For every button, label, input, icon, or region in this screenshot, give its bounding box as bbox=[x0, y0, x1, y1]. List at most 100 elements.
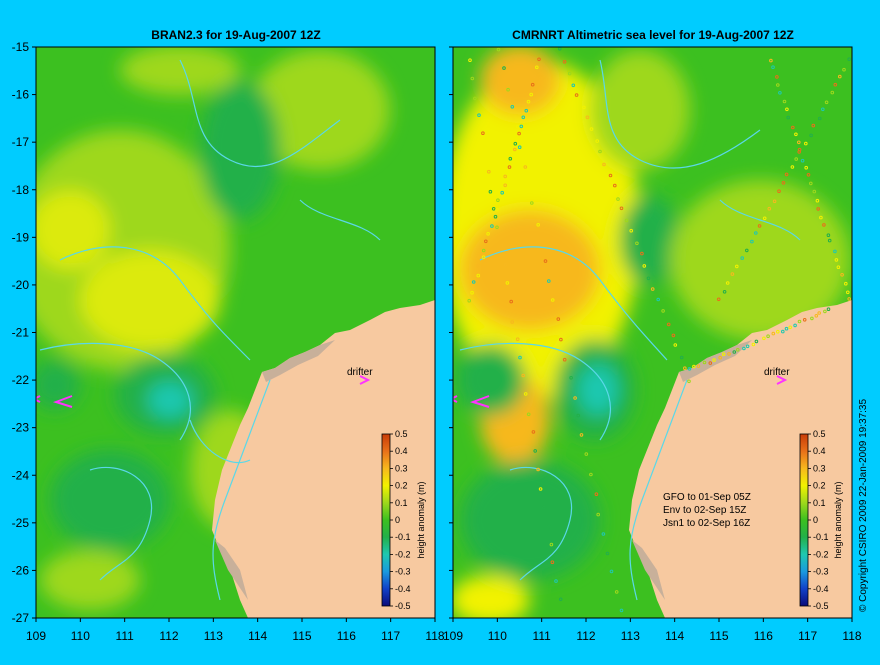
lon-tick-label: 112 bbox=[159, 629, 178, 643]
observation-dot bbox=[722, 290, 727, 294]
observation-dot bbox=[656, 297, 661, 302]
observation-dot bbox=[790, 165, 795, 169]
observation-dot bbox=[640, 251, 644, 256]
observation-dot bbox=[529, 92, 534, 97]
observation-dot bbox=[519, 124, 524, 129]
observation-dot bbox=[708, 361, 713, 365]
observation-dot bbox=[530, 82, 535, 87]
observation-dot bbox=[523, 165, 528, 169]
observation-dot bbox=[781, 329, 785, 334]
lon-tick-label: 110 bbox=[71, 629, 90, 643]
colorbar-tick-label: 0.4 bbox=[395, 446, 408, 456]
observation-dot bbox=[816, 207, 821, 211]
lat-tick-label: -15 bbox=[12, 40, 30, 54]
observation-dot bbox=[823, 309, 827, 314]
lat-tick-label: -19 bbox=[12, 230, 30, 244]
observation-dot bbox=[791, 125, 795, 130]
lon-tick-label: 111 bbox=[533, 629, 552, 643]
observation-dot bbox=[502, 66, 506, 70]
lat-tick-label: -17 bbox=[12, 135, 30, 149]
observation-dot bbox=[476, 273, 481, 278]
observation-dot bbox=[481, 131, 485, 135]
drifter-track-marker bbox=[52, 395, 73, 408]
observation-dot bbox=[826, 307, 831, 312]
lon-tick-label: 117 bbox=[381, 629, 400, 643]
observation-dot bbox=[619, 608, 624, 613]
observation-dot bbox=[777, 189, 781, 193]
observation-dot bbox=[595, 139, 600, 143]
observation-dot bbox=[515, 337, 520, 342]
lon-tick-label: 113 bbox=[204, 629, 223, 643]
observation-dot bbox=[496, 198, 500, 202]
observation-dot bbox=[549, 542, 554, 547]
observation-dot bbox=[687, 367, 692, 371]
colorbar-tick-label: 0 bbox=[813, 515, 818, 525]
observation-dot bbox=[559, 337, 563, 342]
observation-dot bbox=[605, 551, 610, 556]
observation-dot bbox=[584, 452, 589, 456]
observation-dot bbox=[785, 107, 789, 112]
observation-dot bbox=[745, 248, 749, 253]
observation-dot bbox=[533, 449, 538, 453]
observation-dot bbox=[547, 525, 551, 529]
observation-dot bbox=[762, 216, 767, 221]
observation-dot bbox=[730, 272, 735, 276]
observation-dot bbox=[526, 412, 531, 417]
observation-dot bbox=[846, 290, 850, 295]
lat-tick-label: -23 bbox=[12, 421, 30, 435]
lon-tick-label: 114 bbox=[248, 629, 267, 643]
observation-dot bbox=[542, 505, 546, 510]
observation-dot bbox=[503, 174, 508, 179]
observation-dot bbox=[513, 141, 518, 146]
lon-tick-label: 111 bbox=[116, 629, 135, 643]
observation-dot bbox=[842, 67, 846, 72]
observation-dot bbox=[537, 57, 541, 62]
observation-dot bbox=[794, 132, 798, 137]
observation-dot bbox=[800, 158, 805, 163]
observation-dot bbox=[477, 113, 481, 117]
observation-dot bbox=[481, 255, 486, 260]
observation-dot bbox=[518, 355, 522, 360]
observation-dot bbox=[515, 124, 520, 129]
observation-dot bbox=[550, 298, 555, 302]
observation-dot bbox=[510, 320, 515, 324]
observation-dot bbox=[487, 169, 491, 174]
observation-dot bbox=[562, 60, 567, 64]
observation-dot bbox=[817, 311, 822, 315]
observation-dot bbox=[484, 239, 488, 244]
observation-dot bbox=[619, 206, 624, 211]
observation-dot bbox=[482, 151, 487, 156]
observation-dot bbox=[510, 105, 515, 109]
observation-dot bbox=[673, 343, 678, 347]
observation-dot bbox=[784, 172, 789, 177]
observation-dot bbox=[809, 133, 813, 138]
observation-dot bbox=[505, 281, 510, 285]
observation-dot bbox=[661, 309, 665, 313]
colorbar-tick-label: 0.4 bbox=[813, 446, 826, 456]
observation-dot bbox=[847, 297, 852, 301]
observation-dot bbox=[769, 58, 773, 63]
observation-dot bbox=[696, 364, 701, 368]
observation-dot bbox=[535, 65, 539, 70]
observation-dot bbox=[532, 74, 536, 78]
observation-dot bbox=[834, 258, 839, 262]
observation-dot bbox=[589, 127, 594, 131]
lon-axis-left: 109 110 111 112 113 114 115 116 117 118 bbox=[26, 618, 445, 643]
lat-tick-label: -20 bbox=[12, 278, 30, 292]
observation-dot bbox=[692, 364, 696, 369]
observation-dot bbox=[476, 264, 481, 268]
observation-dot bbox=[806, 173, 811, 177]
cmrnrt-height-field: drifter GFO to 01-Sep 05Z Env to 02-Sep … bbox=[453, 47, 852, 618]
lat-tick-label: -16 bbox=[12, 88, 30, 102]
observation-dot bbox=[757, 224, 762, 228]
satellite-note-gfo: GFO to 01-Sep 05Z bbox=[663, 492, 751, 503]
lon-tick-label: 116 bbox=[337, 629, 356, 643]
lon-tick-label: 112 bbox=[576, 629, 595, 643]
observation-dot bbox=[521, 115, 526, 120]
observation-dot bbox=[507, 165, 512, 169]
observation-dot bbox=[596, 512, 601, 517]
observation-dot bbox=[781, 181, 786, 185]
observation-dot bbox=[493, 214, 498, 219]
observation-dot bbox=[547, 279, 551, 283]
